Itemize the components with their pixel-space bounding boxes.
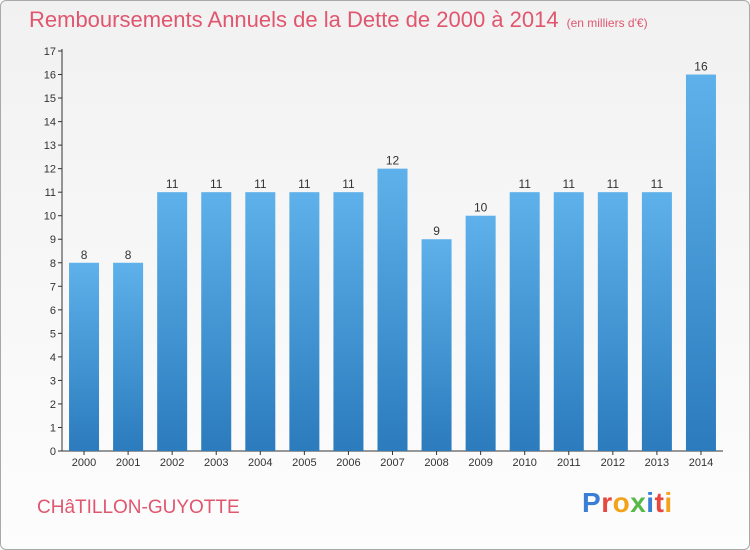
x-tick-label: 2001 — [116, 457, 140, 469]
proxiti-logo[interactable]: Proxiti — [582, 487, 673, 519]
y-tick-label: 14 — [44, 117, 56, 129]
bar — [113, 262, 144, 451]
chart-title: Remboursements Annuels de la Dette de 20… — [29, 7, 648, 33]
chart-unit-note: (en milliers d'€) — [566, 16, 648, 30]
logo-letter: i — [664, 487, 673, 518]
x-tick-label: 2003 — [204, 457, 228, 469]
y-tick-label: 2 — [50, 399, 56, 411]
logo-letter: r — [601, 487, 613, 518]
x-tick-label: 2009 — [468, 457, 492, 469]
chart-title-text: Remboursements Annuels de la Dette de 20… — [29, 7, 559, 32]
y-tick-label: 7 — [50, 281, 56, 293]
bar — [641, 192, 672, 452]
x-tick-label: 2013 — [645, 457, 669, 469]
y-tick-label: 1 — [50, 422, 56, 434]
y-tick-label: 13 — [44, 140, 56, 152]
y-tick-label: 17 — [44, 46, 56, 58]
x-tick-label: 2005 — [292, 457, 316, 469]
x-tick-label: 2004 — [248, 457, 272, 469]
y-tick-label: 3 — [50, 375, 56, 387]
bar-value-label: 11 — [651, 177, 664, 191]
bar-value-label: 11 — [210, 177, 223, 191]
bar — [421, 239, 452, 451]
bar — [509, 192, 540, 452]
logo-letter: t — [654, 487, 665, 518]
y-tick-label: 15 — [44, 93, 56, 105]
town-name: CHâTILLON-GUYOTTE — [37, 497, 240, 518]
bar — [597, 192, 628, 452]
x-tick-label: 2014 — [689, 457, 713, 469]
y-tick-label: 9 — [50, 234, 56, 246]
y-tick-label: 10 — [44, 211, 56, 223]
bar — [157, 192, 188, 452]
y-tick-label: 11 — [45, 187, 56, 199]
bar-value-label: 11 — [518, 177, 531, 191]
y-tick-label: 4 — [50, 352, 56, 364]
x-tick-label: 2006 — [336, 457, 360, 469]
logo-letter: i — [646, 487, 655, 518]
bar — [553, 192, 584, 452]
logo-letter: o — [612, 487, 631, 518]
bar-value-label: 10 — [474, 201, 488, 215]
bar — [289, 192, 320, 452]
bar-value-label: 9 — [433, 224, 440, 238]
y-tick-label: 5 — [50, 328, 56, 340]
bar-value-label: 8 — [125, 248, 132, 262]
y-tick-label: 0 — [50, 446, 56, 458]
bar-value-label: 11 — [254, 177, 267, 191]
bar-value-label: 11 — [342, 177, 355, 191]
x-tick-label: 2010 — [512, 457, 536, 469]
logo-letter: x — [630, 487, 647, 518]
bar — [377, 168, 408, 451]
bar-value-label: 11 — [607, 177, 620, 191]
bar — [465, 215, 496, 451]
y-tick-label: 16 — [44, 70, 56, 82]
y-tick-label: 8 — [50, 258, 56, 270]
bar-value-label: 12 — [386, 154, 400, 168]
bar — [201, 192, 232, 452]
bar — [685, 74, 716, 451]
x-tick-label: 2012 — [601, 457, 625, 469]
bar-value-label: 16 — [694, 60, 708, 74]
bar-value-label: 11 — [298, 177, 311, 191]
bar — [333, 192, 364, 452]
x-tick-label: 2002 — [160, 457, 184, 469]
x-tick-label: 2007 — [380, 457, 404, 469]
logo-letter: P — [582, 487, 602, 518]
x-tick-label: 2011 — [557, 457, 581, 469]
y-tick-label: 6 — [50, 305, 56, 317]
bar-value-label: 8 — [81, 248, 88, 262]
x-tick-label: 2008 — [424, 457, 448, 469]
x-tick-label: 2000 — [72, 457, 96, 469]
bar-value-label: 11 — [166, 177, 179, 191]
bar — [69, 262, 100, 451]
bar-value-label: 11 — [563, 177, 576, 191]
bar — [245, 192, 276, 452]
y-tick-label: 12 — [44, 164, 56, 176]
